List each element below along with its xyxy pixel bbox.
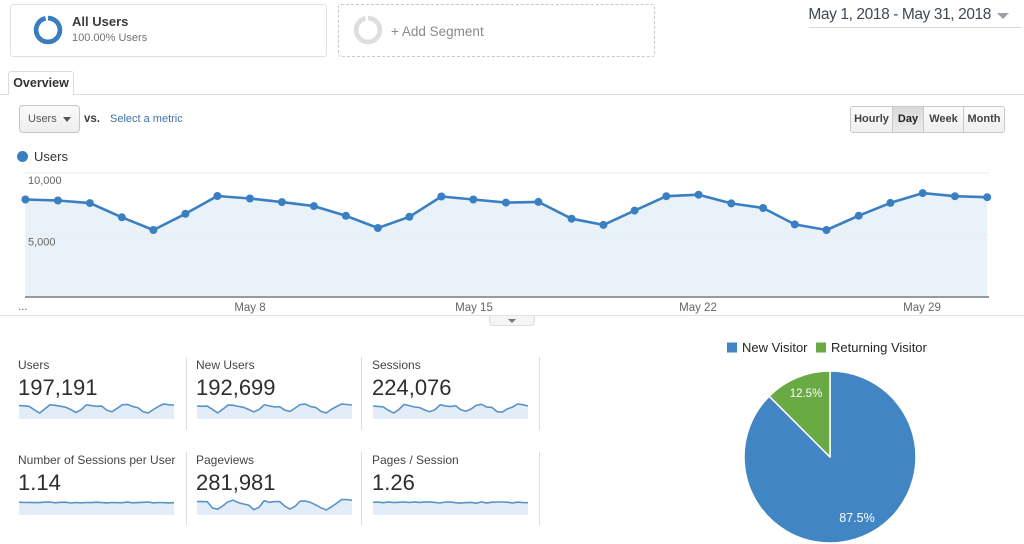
svg-text:May 22: May 22: [679, 302, 717, 314]
svg-text:May 8: May 8: [234, 302, 265, 314]
svg-text:5,000: 5,000: [28, 237, 56, 249]
svg-text:May 15: May 15: [455, 302, 493, 314]
svg-text:...: ...: [18, 301, 28, 313]
svg-text:12.5%: 12.5%: [790, 388, 823, 400]
svg-text:87.5%: 87.5%: [839, 511, 874, 525]
svg-text:New Visitor: New Visitor: [742, 340, 808, 355]
svg-text:May 29: May 29: [903, 302, 941, 314]
svg-text:Returning Visitor: Returning Visitor: [831, 340, 928, 355]
svg-text:10,000: 10,000: [28, 175, 62, 187]
